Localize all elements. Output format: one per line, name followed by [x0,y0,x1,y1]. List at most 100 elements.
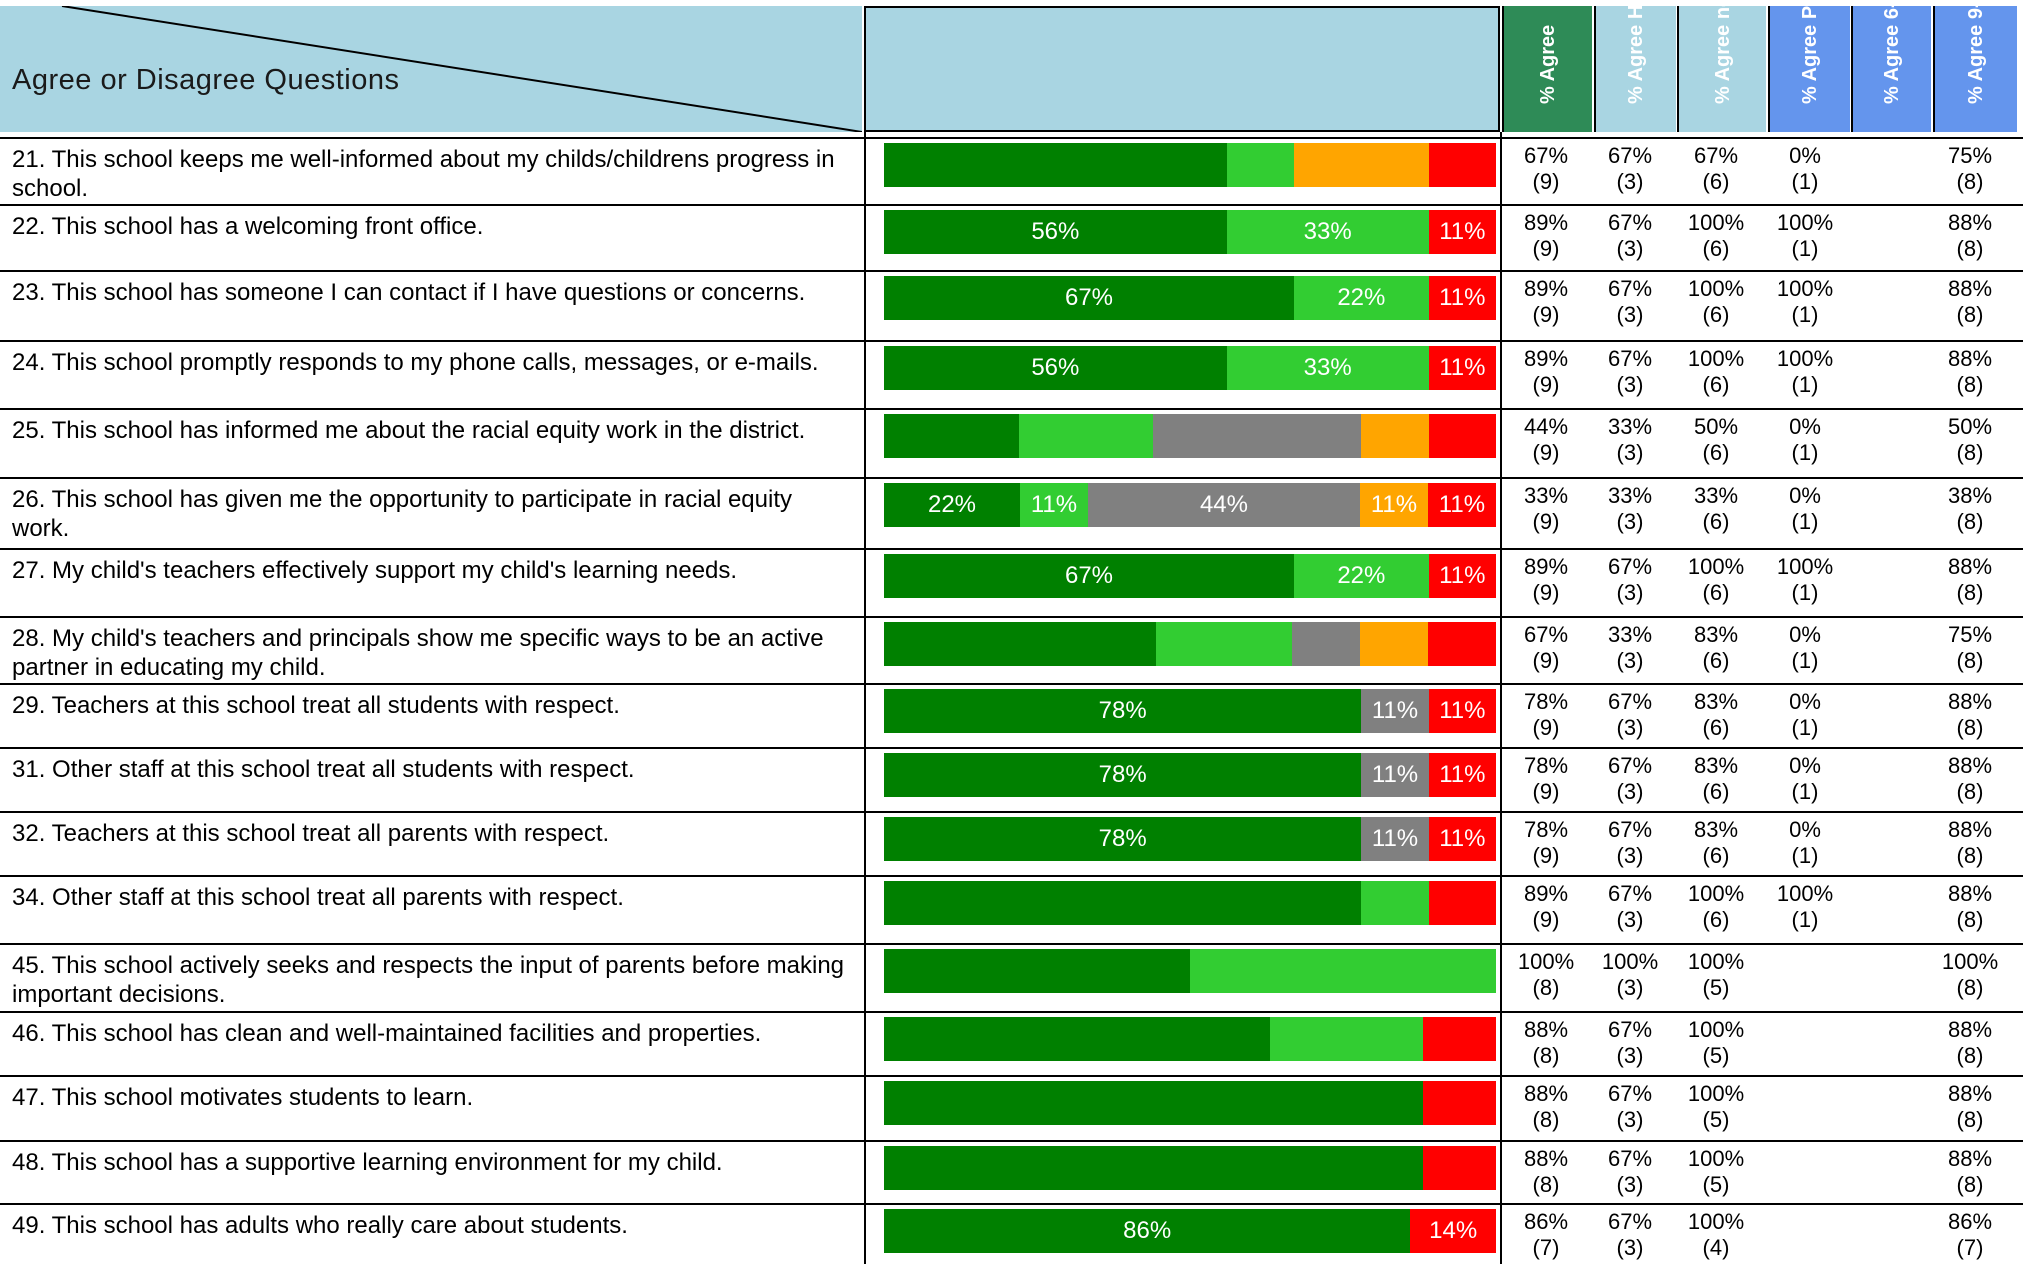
stat-count: (1) [1791,169,1819,194]
stat-cell: 67% (3) [1590,1081,1670,1133]
stat-percent: 100% [1687,210,1745,235]
stat-cell: 89% (9) [1506,276,1586,328]
stat-count: (9) [1532,302,1560,327]
stat-cell: 83% (6) [1676,689,1756,741]
stat-count: (8) [1956,1043,1984,1068]
stat-percent: 100% [1776,346,1834,371]
stat-cell: 100% (8) [1930,949,2010,1001]
stat-percent: 100% [1687,276,1745,301]
stat-count: (6) [1702,843,1730,868]
stat-cell: 83% (6) [1676,753,1756,805]
question-text: 29. Teachers at this school treat all st… [12,692,620,719]
stat-percent: 100% [1517,949,1575,974]
stat-percent: 83% [1693,622,1739,647]
bar-segment-agree [1155,622,1292,666]
stat-count: (5) [1702,975,1730,1000]
bar-segment-strongly-disagree: 11% [1427,483,1496,527]
stat-count: (9) [1532,843,1560,868]
stat-count: (8) [1956,440,1984,465]
stat-percent: 100% [1941,949,1999,974]
stat-cell: 86% (7) [1930,1209,2010,1261]
stat-cell: 100% (6) [1676,554,1756,606]
bar-segment-strongly-disagree [1428,881,1496,925]
row-divider [0,204,2023,206]
question-text: 32. Teachers at this school treat all pa… [12,820,610,847]
bar-segment-strongly-agree: 56% [884,210,1227,254]
stat-count: (6) [1702,302,1730,327]
stat-cell: 100% (5) [1676,1146,1756,1198]
bar-segment-strongly-agree: 22% [884,483,1020,527]
question-text: 31. Other staff at this school treat all… [12,756,635,783]
stat-count: (5) [1702,1043,1730,1068]
stat-percent: 88% [1947,346,1993,371]
stat-count: (6) [1702,715,1730,740]
bar-segment-disagree [1359,622,1428,666]
bar-segment-agree [1018,414,1154,458]
stat-percent: 83% [1693,689,1739,714]
stat-count: (3) [1616,715,1644,740]
stat-count: (9) [1532,779,1560,804]
stat-cell: 33% (3) [1590,414,1670,466]
column-header-label: % Agree PK-5 [1799,0,1821,104]
table-row: 24. This school promptly responds to my … [0,340,2023,404]
stat-percent: 67% [1607,143,1653,168]
stat-percent: 100% [1776,554,1834,579]
stat-cell: 100% (6) [1676,346,1756,398]
stat-count: (3) [1616,236,1644,261]
stat-count: (1) [1791,779,1819,804]
stat-cell: 33% (9) [1506,483,1586,535]
stat-percent: 0% [1789,414,1821,439]
stat-count: (8) [1956,372,1984,397]
stat-cell: 67% (3) [1590,753,1670,805]
bar-segment-neutral: 11% [1361,689,1429,733]
stat-count: (8) [1956,648,1984,673]
stat-cell: 0% (1) [1765,817,1845,869]
stat-percent: 88% [1947,1017,1993,1042]
stat-percent: 67% [1607,1209,1653,1234]
column-header-label: % Agree [1537,24,1559,104]
stat-cell: 100% (1) [1765,210,1845,262]
stat-cell: 88% (8) [1506,1146,1586,1198]
stat-percent: 67% [1607,1081,1653,1106]
stat-percent: 78% [1523,753,1569,778]
bar-segment-strongly-agree [884,881,1362,925]
row-divider [0,616,2023,618]
bar-segment-agree: 33% [1226,210,1429,254]
stat-percent: 100% [1687,881,1745,906]
stacked-bar [884,1081,1496,1125]
stat-percent: 100% [1687,949,1745,974]
stat-cell: 100% (8) [1506,949,1586,1001]
bar-segment-strongly-disagree: 11% [1428,346,1496,390]
table-row: 21. This school keeps me well-informed a… [0,137,2023,202]
table-row: 45. This school actively seeks and respe… [0,943,2023,1008]
row-divider [0,1140,2023,1142]
question-text: 48. This school has a supportive learnin… [12,1149,723,1176]
stat-cell: 67% (3) [1590,881,1670,933]
stacked-bar: 22% 11% 44% 11% 11% [884,483,1496,527]
stat-percent: 75% [1947,622,1993,647]
stat-count: (3) [1616,779,1644,804]
bar-segment-disagree: 11% [1359,483,1428,527]
bar-segment-disagree [1361,414,1429,458]
stat-count: (8) [1956,779,1984,804]
stat-cell: 44% (9) [1506,414,1586,466]
bar-segment-strongly-agree [884,1017,1270,1061]
stat-cell: 86% (7) [1506,1209,1586,1261]
bar-segment-strongly-disagree: 14% [1410,1209,1496,1253]
stat-percent: 67% [1607,1017,1653,1042]
stat-percent: 33% [1693,483,1739,508]
column-header-1: % Agree HU [1594,0,1676,132]
stat-cell: 0% (1) [1765,414,1845,466]
stat-count: (9) [1532,372,1560,397]
stat-count: (8) [1532,975,1560,1000]
bar-segment-strongly-disagree [1427,622,1496,666]
stat-count: (3) [1616,1172,1644,1197]
table-row: 31. Other staff at this school treat all… [0,747,2023,811]
question-text: 45. This school actively seeks and respe… [12,952,845,1008]
stat-cell: 88% (8) [1930,1146,2010,1198]
stat-percent: 88% [1947,276,1993,301]
question-text: 47. This school motivates students to le… [12,1084,474,1111]
bar-segment-agree [1226,143,1295,187]
stat-count: (8) [1956,907,1984,932]
stat-count: (6) [1702,236,1730,261]
